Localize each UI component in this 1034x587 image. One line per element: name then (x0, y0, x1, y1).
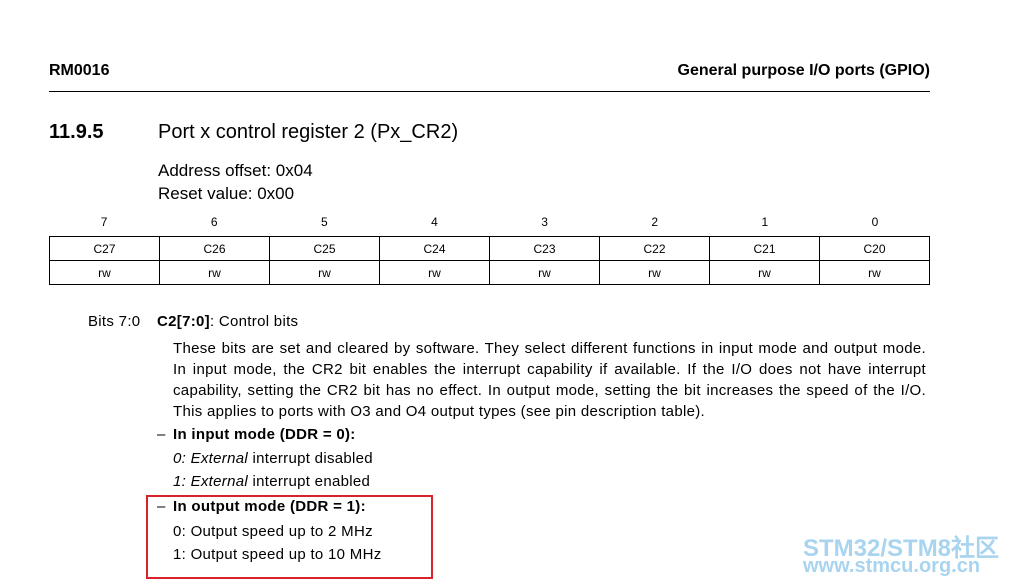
field-cell: C25 (269, 236, 380, 261)
section-number: 11.9.5 (49, 121, 104, 143)
bullet: – (157, 498, 166, 515)
access-cell: rw (379, 260, 490, 285)
register-table: C27 C26 C25 C24 C23 C22 C21 C20 rw rw rw rw rw rw rw rw (49, 236, 930, 285)
list-item: 0: Output speed up to 2 MHz (173, 523, 373, 540)
bits-range: Bits 7:0 (88, 313, 141, 330)
bit-number: 5 (320, 215, 328, 229)
field-desc: : Control bits (209, 313, 299, 330)
output-heading: In output mode (DDR = 1): (173, 498, 366, 515)
item-italic: 1: External (173, 473, 249, 490)
field-name: C2[7:0] (157, 313, 210, 330)
field-cell: C23 (489, 236, 600, 261)
doc-id: RM0016 (49, 62, 110, 79)
paragraph: These bits are set and cleared by softwa… (173, 340, 926, 420)
header-rule (49, 91, 930, 92)
field-cell: C22 (599, 236, 710, 261)
bit-number: 6 (210, 215, 218, 229)
bit-number: 3 (541, 215, 548, 229)
item-italic: 0: External (173, 450, 249, 467)
highlight-box (146, 495, 433, 579)
access-cell: rw (819, 260, 930, 285)
bit-number: 0 (871, 215, 879, 229)
field-cell: C21 (709, 236, 820, 261)
item-text: interrupt enabled (248, 473, 371, 490)
bit-number: 1 (761, 215, 769, 229)
field-cell: C27 (49, 236, 160, 261)
item-text: interrupt disabled (248, 450, 373, 467)
list-item: 1: Output speed up to 10 MHz (173, 546, 382, 563)
access-cell: rw (49, 260, 160, 285)
bit-number: 7 (100, 215, 108, 229)
field-cell: C26 (159, 236, 270, 261)
address-offset: Address offset: 0x04 (158, 161, 313, 180)
list-item: 1: External interrupt enabled (173, 473, 370, 490)
watermark-url: www.stmcu.org.cn (803, 555, 981, 577)
reset-value: Reset value: 0x00 (158, 184, 295, 203)
access-cell: rw (599, 260, 710, 285)
access-cell: rw (269, 260, 380, 285)
bit-number: 4 (431, 215, 438, 229)
input-heading: In input mode (DDR = 0): (173, 426, 356, 443)
field-cell: C24 (379, 236, 490, 261)
list-item: 0: External interrupt disabled (173, 450, 373, 467)
bit-numbers: 7 6 5 4 3 2 1 0 (49, 215, 930, 229)
field-line: C2[7:0]: Control bits (157, 313, 298, 330)
section-title: Port x control register 2 (Px_CR2) (158, 121, 459, 143)
section-name: General purpose I/O ports (GPIO) (677, 62, 930, 79)
field-cell: C20 (819, 236, 930, 261)
watermark: STM32/STM8社区 (803, 535, 1000, 562)
access-cell: rw (159, 260, 270, 285)
bullet: – (157, 426, 166, 443)
access-cell: rw (489, 260, 600, 285)
bit-number: 2 (651, 215, 659, 229)
access-cell: rw (709, 260, 820, 285)
